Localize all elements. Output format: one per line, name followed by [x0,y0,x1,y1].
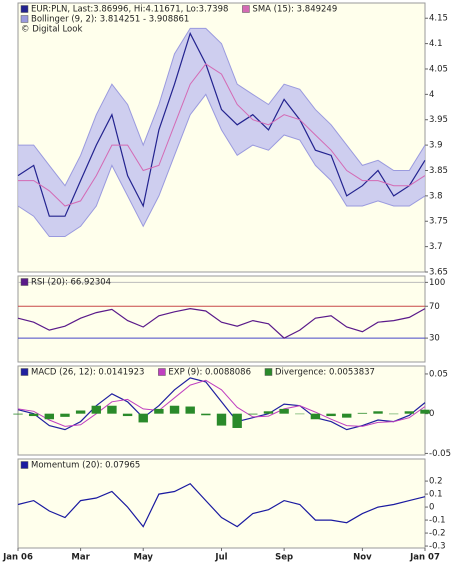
divergence-bar [107,405,117,414]
y-tick-label: 3.85 [429,166,448,176]
legend-label: RSI (20): 66.92304 [31,278,111,288]
legend-swatch [242,5,250,13]
divergence-bar [279,408,289,414]
x-tick-label: Jul [214,553,227,563]
divergence-bar [357,412,368,414]
divergence-bar [138,413,148,423]
divergence-bar [44,413,55,420]
divergence-bar [216,413,227,426]
y-tick-label: 4.05 [429,64,448,74]
divergence-bar [295,413,305,415]
legend-label: MACD (26, 12): 0.0141923 [31,368,144,378]
y-tick-label: 0.1 [429,490,443,500]
x-tick-label: Nov [353,553,372,563]
divergence-bar [342,413,352,418]
panel [17,458,426,549]
y-tick-label: 3.9 [429,141,443,151]
divergence-bar [201,413,211,416]
y-tick-label: 0 [429,503,434,513]
legend-swatch [20,368,29,376]
divergence-bar [420,409,430,414]
y-tick-label: 100 [429,278,445,288]
divergence-bar [326,413,336,417]
legend-swatch [20,461,29,469]
y-tick-label: -0.3 [429,542,446,552]
watermark: © Digital Look [21,25,82,35]
divergence-bar [404,411,415,414]
x-tick-label: Jan 06 [2,553,33,563]
divergence-bar [154,408,164,414]
legend-label: EXP (9): 0.0088086 [168,368,251,378]
series-line [17,482,426,528]
bollinger-lower [17,93,426,237]
divergence-bar [248,413,258,415]
panel [17,275,426,363]
divergence-bar [388,413,399,415]
series-line [17,377,426,431]
legend-label: Bollinger (9, 2): 3.814251 - 3.908861 [31,15,189,25]
y-tick-label: -0.05 [429,449,451,459]
legend-swatch [20,278,29,286]
y-tick-label: 3.75 [429,217,448,227]
y-tick-label: 0.05 [429,369,448,379]
divergence-bar [91,405,101,414]
x-tick-label: May [133,553,153,563]
y-tick-label: 0 [429,409,434,419]
legend-swatch [20,5,29,13]
divergence-bar [169,405,180,414]
divergence-bar [232,413,242,428]
legend-label: EUR:PLN, Last:3.86996, Hi:4.11671, Lo:3.… [31,5,228,15]
x-tick-label: Sep [275,553,293,563]
divergence-bar [75,410,86,414]
legend-label: Divergence: 0.0053837 [275,368,375,378]
divergence-bar [373,411,383,414]
divergence-bar [263,411,274,414]
x-tick-label: Mar [71,553,90,563]
y-tick-label: 0.2 [429,477,443,487]
series-line [18,63,426,207]
y-tick-label: 4.15 [429,14,448,24]
y-tick-label: 4.1 [429,39,443,49]
y-tick-label: 3.8 [429,191,443,201]
y-tick-label: 4 [429,90,434,100]
legend-swatch [158,368,166,376]
legend-label: Momentum (20): 0.07965 [31,461,140,471]
series-line [17,31,426,217]
legend-swatch [264,368,273,376]
y-tick-label: 3.65 [429,268,448,278]
bollinger-upper [18,27,426,187]
y-tick-label: 3.95 [429,115,448,125]
divergence-bar [185,406,195,414]
divergence-bar [13,413,23,415]
legend-swatch [20,15,29,23]
panel [17,365,426,456]
legend-label: SMA (15): 3.849249 [252,5,337,15]
divergence-bar [60,413,70,417]
divergence-bar [310,413,321,420]
y-tick-label: 3.7 [429,242,443,252]
y-tick-label: 30 [429,334,440,344]
series-line [17,307,426,339]
y-tick-label: 70 [429,302,440,312]
divergence-bar [28,413,39,417]
y-tick-label: -0.1 [429,516,446,526]
series-line [17,379,426,427]
y-tick-label: -0.2 [429,529,446,539]
x-tick-label: Jan 07 [409,553,440,563]
divergence-bar [122,413,133,417]
